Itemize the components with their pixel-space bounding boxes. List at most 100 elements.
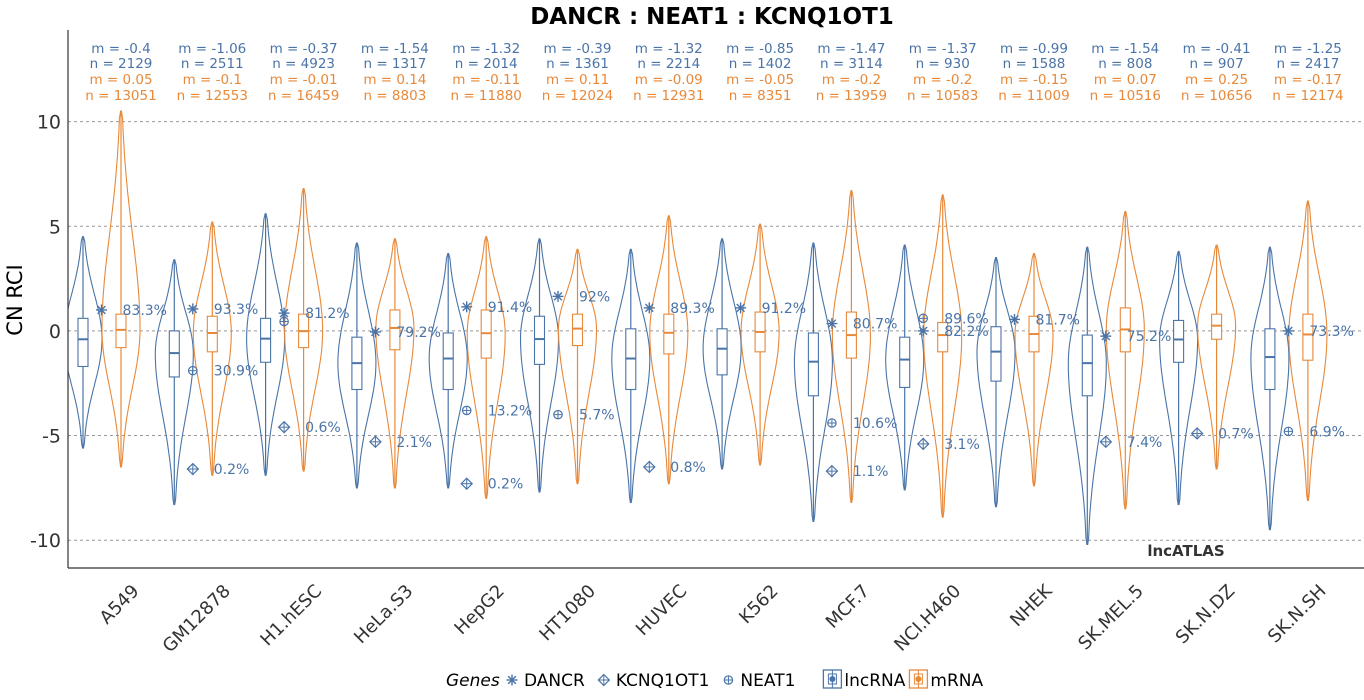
legend-gene-label: NEAT1	[740, 671, 795, 691]
legend-title: Genes	[446, 671, 500, 691]
x-tick-label: HeLa.S3	[350, 581, 417, 648]
kcnq1ot1-marker	[825, 464, 839, 478]
mrna-violin-group	[1105, 211, 1145, 510]
stat-label: m = -0.2	[913, 72, 972, 88]
mrna-violin-group	[649, 215, 689, 485]
dancr-marker	[369, 326, 381, 338]
legend-box-key	[908, 669, 929, 689]
asterisk-stroke	[553, 291, 563, 301]
gene-percentage: 0.2%	[214, 462, 250, 478]
neat1-marker	[188, 365, 198, 376]
stat-label: m = 0.11	[546, 72, 609, 88]
x-tick-label: A549	[96, 581, 144, 629]
lncrna-violin-group	[68, 236, 103, 449]
gene-percentage: 81.7%	[1036, 312, 1080, 328]
stat-label: n = 1361	[546, 56, 609, 72]
stat-label: n = 10516	[1090, 88, 1161, 104]
gene-percentage: 73.3%	[1309, 324, 1353, 340]
stat-label: n = 12024	[542, 88, 613, 104]
lncrna-violin-group	[611, 248, 651, 504]
mrna-violin	[375, 238, 415, 489]
lncrna-box	[1173, 319, 1185, 363]
stat-label: m = -0.01	[270, 72, 338, 88]
stat-label: m = -1.06	[178, 41, 246, 57]
mrna-violin-group	[375, 238, 415, 489]
asterisk-stroke	[1010, 315, 1019, 324]
x-tick-labels: A549 GM12878 H1.hESC HeLa.S3 HepG2 HT1080 HUVE…	[96, 580, 1331, 657]
lncrna-violin-group	[702, 238, 742, 470]
stat-label: m = -1.54	[361, 41, 429, 57]
lncrna-violin-group	[337, 242, 377, 489]
stat-label: n = 16459	[268, 88, 339, 104]
gene-percentage: 3.1%	[944, 437, 980, 453]
stat-label: m = -0.85	[726, 41, 794, 57]
lncrna-box	[260, 317, 272, 363]
x-tick-label: SK.MEL.5	[1074, 581, 1148, 655]
legend-gene-label: KCNQ1OT1	[616, 671, 710, 691]
x-tick-label: HUVEC	[632, 581, 691, 640]
lncrna-box	[442, 332, 454, 391]
stat-label: n = 4923	[272, 56, 335, 72]
dancr-marker	[506, 674, 518, 686]
stat-label: n = 1588	[1003, 56, 1066, 72]
mrna-box	[389, 309, 401, 351]
kcnq1ot1-marker	[186, 462, 200, 476]
x-tick-label: NHEK	[1006, 580, 1057, 631]
dancr-marker	[96, 304, 107, 316]
kcnq1ot1-marker	[1099, 435, 1113, 449]
lncrna-violin-group	[793, 242, 833, 522]
stat-label: m = -0.11	[452, 72, 520, 88]
gene-percentage: 91.2%	[762, 301, 806, 317]
gene-percentage: 89.6%	[944, 311, 988, 327]
lncrna-violin-group	[1067, 246, 1107, 545]
asterisk-stroke	[644, 303, 654, 313]
stat-label: n = 11009	[998, 88, 1069, 104]
kcnq1ot1-marker	[916, 437, 930, 451]
legend-swatch-dot	[829, 676, 836, 682]
stat-label: m = -0.09	[635, 72, 703, 88]
stat-label: m = -0.2	[822, 72, 881, 88]
mrna-violin-group	[557, 248, 598, 485]
kcnq1ot1-marker	[277, 420, 291, 434]
stat-label: m = -0.37	[270, 41, 338, 57]
neat1-marker	[279, 316, 289, 327]
mrna-violin	[1014, 252, 1054, 487]
gene-percentage: 0.2%	[488, 477, 524, 493]
neat1-marker	[461, 405, 472, 416]
stat-label: n = 12553	[177, 88, 248, 104]
stat-label: n = 1317	[363, 56, 426, 72]
y-tick-label: 10	[37, 112, 61, 134]
stat-label: n = 2511	[181, 56, 244, 72]
mrna-violin-group	[740, 223, 780, 466]
mrna-violin	[557, 248, 598, 485]
gene-percentage: 10.6%	[853, 416, 897, 432]
stat-label: n = 10583	[907, 88, 978, 104]
stat-label: m = 0.07	[1094, 72, 1157, 88]
dancr-marker	[1282, 325, 1294, 337]
stat-label: n = 13959	[816, 88, 887, 104]
stat-label: m = 0.25	[1185, 72, 1248, 88]
stat-label: m = -0.39	[544, 41, 612, 57]
lncrna-violin	[428, 252, 468, 489]
mrna-box	[937, 321, 949, 353]
legend-box-label: mRNA	[930, 671, 983, 691]
stat-label: m = -0.17	[1274, 72, 1342, 88]
asterisk-stroke	[1101, 331, 1111, 341]
gene-percentage: 7.4%	[1127, 435, 1163, 451]
gene-percentage: 13.2%	[488, 403, 532, 419]
asterisk-stroke	[827, 319, 837, 328]
stat-label: n = 2417	[1276, 56, 1339, 72]
y-tick-label: 0	[49, 321, 61, 343]
stat-label: m = -0.99	[1000, 41, 1068, 57]
mrna-violin-group	[1197, 244, 1237, 470]
x-tick-label: H1.hESC	[256, 581, 326, 651]
stat-label: n = 11880	[450, 88, 521, 104]
y-tick-label: 5	[49, 216, 61, 238]
mrna-violin	[740, 223, 780, 466]
stat-label: m = -1.47	[817, 41, 885, 57]
lncrna-violin-group	[519, 238, 560, 493]
stat-label: n = 12931	[633, 88, 704, 104]
legend-swatch-dot	[915, 676, 922, 682]
